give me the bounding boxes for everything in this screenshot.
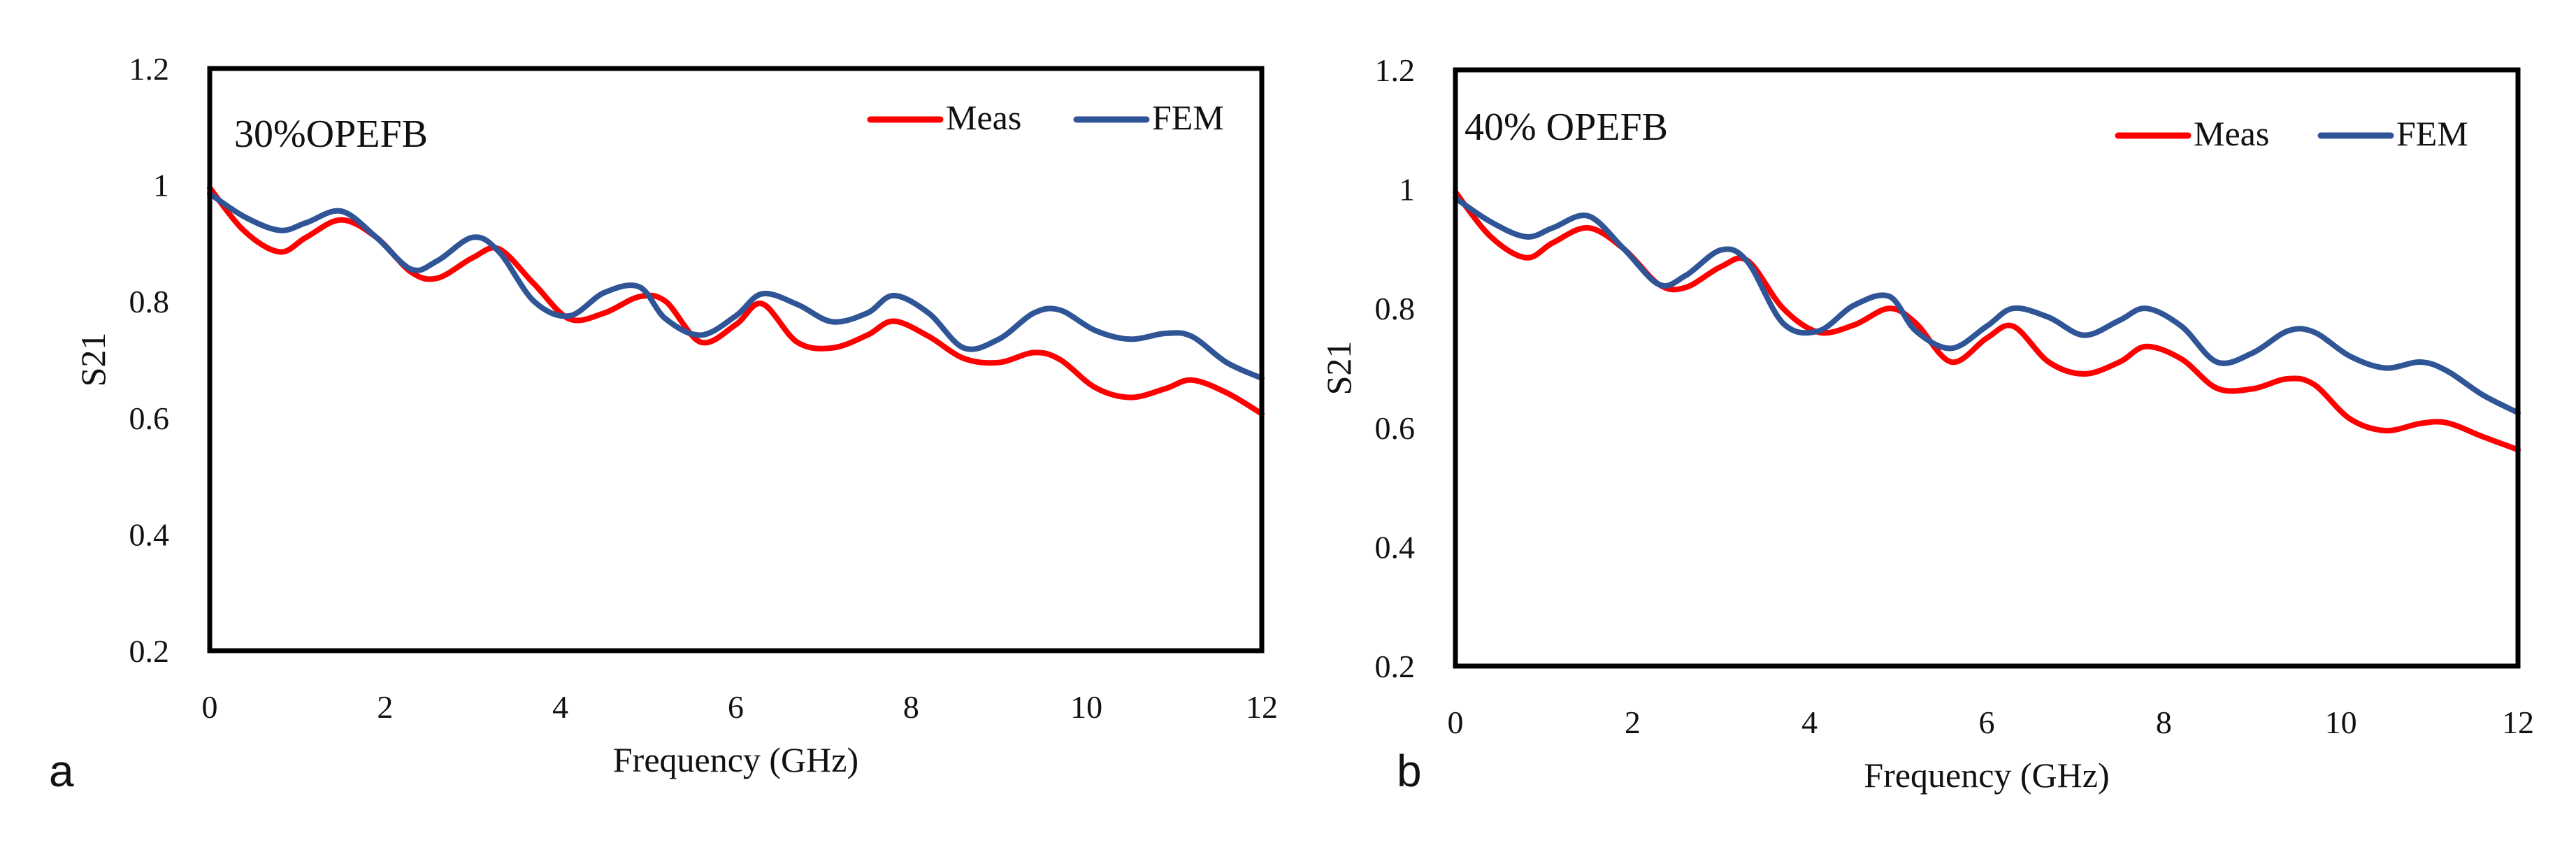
x-tick-label: 0 bbox=[202, 689, 218, 725]
y-tick-label: 0.2 bbox=[1375, 649, 1416, 684]
y-axis-title: S21 bbox=[73, 333, 113, 387]
y-tick-label: 0.6 bbox=[1375, 410, 1416, 446]
y-tick-label: 0.2 bbox=[129, 633, 170, 669]
series-line-meas bbox=[207, 185, 1265, 417]
x-tick-label: 0 bbox=[1448, 705, 1464, 740]
y-tick-label: 0.4 bbox=[129, 517, 170, 552]
series-line-fem bbox=[207, 191, 1265, 382]
legend-label-fem: FEM bbox=[1152, 98, 1224, 137]
x-axis-title: Frequency (GHz) bbox=[613, 740, 858, 779]
y-tick-label: 0.4 bbox=[1375, 529, 1416, 565]
legend: Meas FEM bbox=[2115, 114, 2468, 153]
y-tick-label: 0.8 bbox=[129, 284, 170, 319]
x-tick-label: 2 bbox=[377, 689, 393, 725]
x-axis-ticks: 0 2 4 6 8 10 12 bbox=[202, 689, 1279, 725]
chart-panel-a: 0.20.40.60.811.2 0 2 4 6 8 10 12 30%OPEFB S21 … bbox=[49, 51, 1278, 796]
legend-label-meas: Meas bbox=[2194, 114, 2269, 153]
x-axis-ticks: 0 2 4 6 8 10 12 bbox=[1448, 705, 2535, 740]
y-tick-label: 1 bbox=[153, 168, 169, 203]
legend-label-meas: Meas bbox=[946, 98, 1021, 137]
y-axis-title: S21 bbox=[1319, 341, 1358, 396]
plot-frame bbox=[207, 66, 1265, 653]
x-tick-label: 8 bbox=[2156, 705, 2172, 740]
x-tick-label: 10 bbox=[2325, 705, 2357, 740]
series-line-meas bbox=[1453, 189, 2521, 453]
y-tick-label: 1 bbox=[1399, 172, 1415, 208]
x-tick-label: 12 bbox=[1246, 689, 1278, 725]
series-line-fem bbox=[1453, 195, 2521, 416]
panel-annotation: 40% OPEFB bbox=[1465, 106, 1668, 149]
legend-label-fem: FEM bbox=[2396, 114, 2468, 153]
x-tick-label: 4 bbox=[1801, 705, 1818, 740]
x-axis-title: Frequency (GHz) bbox=[1864, 756, 2109, 795]
chart-panel-b: 0.2 0.4 0.6 0.8 1 1.2 0 2 4 6 8 10 12 40% OPEFB S21… bbox=[1319, 52, 2534, 796]
panel-letter: b bbox=[1397, 746, 1422, 796]
y-tick-label: 0.8 bbox=[1375, 291, 1416, 326]
legend: Meas FEM bbox=[867, 98, 1224, 137]
x-tick-label: 6 bbox=[728, 689, 744, 725]
panel-letter: a bbox=[49, 746, 74, 796]
y-tick-label: 1.2 bbox=[129, 51, 170, 87]
series-lines bbox=[207, 185, 1265, 417]
plot-frame bbox=[1453, 67, 2521, 669]
x-tick-label: 8 bbox=[903, 689, 919, 725]
x-tick-label: 4 bbox=[552, 689, 568, 725]
x-tick-label: 2 bbox=[1625, 705, 1641, 740]
y-axis-ticks: 0.2 0.4 0.6 0.8 1 1.2 bbox=[1375, 52, 1416, 684]
y-tick-label: 1.2 bbox=[1375, 52, 1416, 88]
x-tick-label: 12 bbox=[2502, 705, 2534, 740]
y-tick-label: 0.6 bbox=[129, 400, 170, 436]
y-axis-ticks: 0.2 0.4 0.6 0.8 1 1.2 bbox=[129, 51, 170, 669]
x-tick-label: 10 bbox=[1070, 689, 1102, 725]
x-tick-label: 6 bbox=[1979, 705, 1995, 740]
series-lines bbox=[1453, 189, 2521, 453]
panel-annotation: 30%OPEFB bbox=[234, 113, 428, 156]
